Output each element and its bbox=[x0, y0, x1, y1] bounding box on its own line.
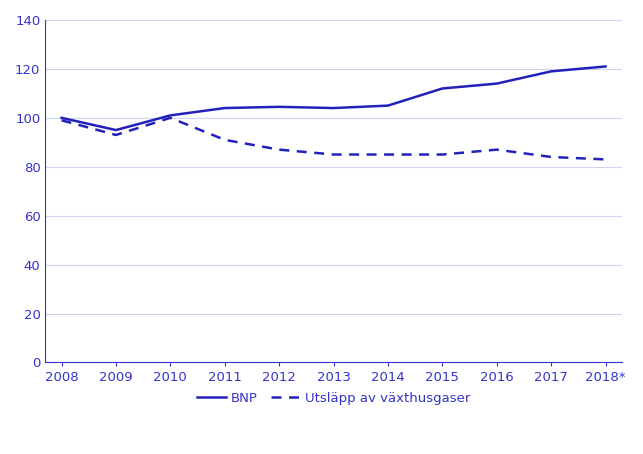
BNP bbox=[602, 64, 610, 69]
BNP bbox=[221, 105, 229, 111]
BNP bbox=[384, 103, 392, 109]
BNP bbox=[330, 105, 338, 111]
Utsläpp av växthusgaser bbox=[493, 147, 501, 153]
Utsläpp av växthusgaser bbox=[384, 152, 392, 157]
BNP bbox=[112, 127, 120, 133]
Legend: BNP, Utsläpp av växthusgaser: BNP, Utsläpp av växthusgaser bbox=[191, 387, 476, 410]
Utsläpp av växthusgaser bbox=[167, 115, 174, 121]
Utsläpp av växthusgaser bbox=[112, 132, 120, 138]
Utsläpp av växthusgaser bbox=[330, 152, 338, 157]
Utsläpp av växthusgaser bbox=[439, 152, 446, 157]
BNP bbox=[493, 81, 501, 86]
BNP bbox=[547, 69, 555, 74]
Line: BNP: BNP bbox=[62, 66, 606, 130]
Line: Utsläpp av växthusgaser: Utsläpp av växthusgaser bbox=[62, 118, 606, 159]
Utsläpp av växthusgaser bbox=[275, 147, 283, 153]
BNP bbox=[275, 104, 283, 109]
BNP bbox=[58, 115, 66, 121]
Utsläpp av växthusgaser bbox=[602, 157, 610, 162]
Utsläpp av växthusgaser bbox=[547, 154, 555, 160]
BNP bbox=[439, 86, 446, 91]
Utsläpp av växthusgaser bbox=[58, 118, 66, 123]
BNP bbox=[167, 113, 174, 118]
Utsläpp av växthusgaser bbox=[221, 137, 229, 143]
